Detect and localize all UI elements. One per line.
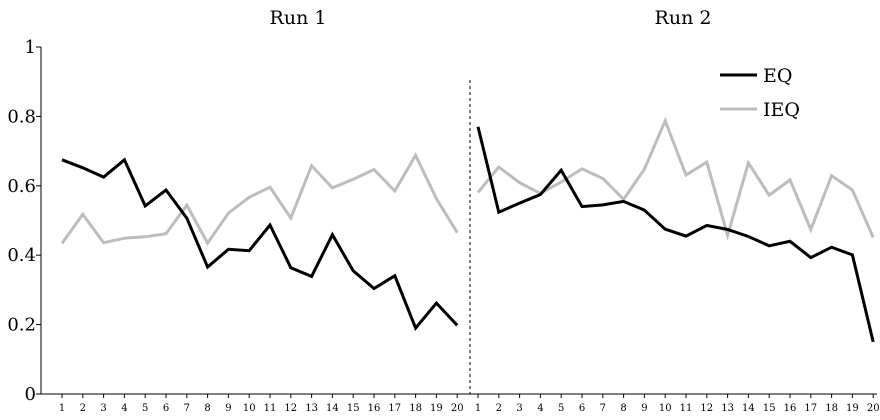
x-tick-label: 1: [59, 403, 65, 414]
y-tick-label: 0.4: [7, 245, 36, 266]
x-tick-label: 6: [163, 403, 169, 414]
x-tick-label: 1: [475, 403, 481, 414]
legend-label-eq: EQ: [763, 65, 792, 87]
legend: EQ IEQ: [720, 65, 800, 121]
x-tick-label: 6: [579, 403, 585, 414]
x-tick-label: 16: [784, 403, 797, 414]
x-tick-label: 11: [264, 403, 277, 414]
x-tick-label: 13: [305, 403, 318, 414]
x-tick-label: 7: [184, 403, 190, 414]
y-tick-label: 0: [25, 384, 36, 405]
y-axis-ticks: 0 0.2 0.4 0.6 0.8 1: [7, 37, 41, 405]
y-tick-label: 1: [25, 37, 36, 58]
x-tick-label: 2: [496, 403, 502, 414]
x-tick-label: 15: [763, 403, 776, 414]
panel-title-run2: Run 2: [655, 7, 712, 29]
x-tick-label: 11: [680, 403, 693, 414]
x-tick-label: 8: [204, 403, 210, 414]
x-tick-label: 3: [100, 403, 106, 414]
x-tick-label: 12: [700, 403, 713, 414]
x-tick-label: 3: [516, 403, 522, 414]
series-line-ieq-run2: [476, 116, 875, 241]
x-tick-label: 5: [142, 403, 148, 414]
x-tick-label: 14: [742, 403, 755, 414]
x-tick-label: 19: [846, 403, 859, 414]
x-tick-label: 18: [409, 403, 422, 414]
x-tick-label: 16: [368, 403, 381, 414]
y-tick-label: 0.2: [7, 315, 36, 336]
y-tick-label: 0.6: [7, 176, 36, 197]
x-tick-label: 20: [451, 403, 464, 414]
y-tick-label: 0.8: [7, 106, 36, 127]
x-tick-label: 13: [721, 403, 734, 414]
panel-title-run1: Run 1: [270, 7, 327, 29]
series-line-ieq-run1: [60, 152, 459, 246]
x-tick-label: 17: [804, 403, 817, 414]
x-tick-label: 9: [641, 403, 647, 414]
x-tick-label: 10: [243, 403, 256, 414]
panel-titles: Run 1 Run 2: [270, 7, 712, 29]
series-lines: [60, 116, 875, 343]
x-tick-label: 9: [225, 403, 231, 414]
x-tick-label: 10: [659, 403, 672, 414]
x-tick-label: 2: [80, 403, 86, 414]
x-tick-label: 19: [430, 403, 443, 414]
x-axis-ticks: 1 2 3 4 5 6 7 8 9 10 11 12 13 14 15 16 17 18 19 20 1 2 3 4 5 6 7 8 9…: [59, 394, 880, 414]
x-tick-label: 17: [388, 403, 401, 414]
x-tick-label: 12: [284, 403, 297, 414]
axes: [40, 47, 877, 395]
x-tick-label: 4: [121, 403, 127, 414]
x-tick-label: 14: [326, 403, 339, 414]
x-tick-label: 5: [558, 403, 564, 414]
series-line-eq-run2: [476, 126, 875, 343]
x-tick-label: 20: [867, 403, 880, 414]
legend-label-ieq: IEQ: [763, 99, 800, 121]
x-tick-label: 15: [347, 403, 360, 414]
x-tick-label: 18: [825, 403, 838, 414]
series-line-eq-run1: [61, 157, 459, 332]
x-tick-label: 8: [620, 403, 626, 414]
x-tick-label: 7: [600, 403, 606, 414]
x-tick-label: 4: [537, 403, 543, 414]
